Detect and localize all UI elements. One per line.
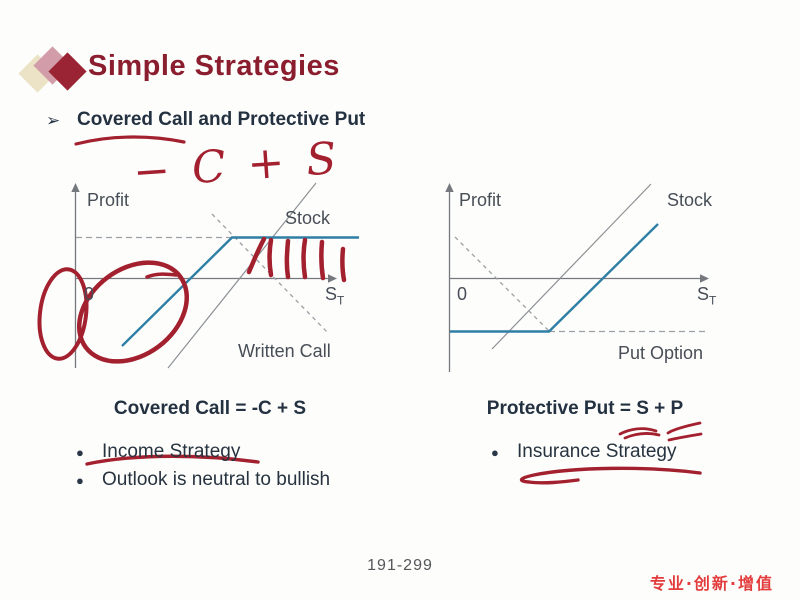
covered-call-formula: Covered Call = -C + S bbox=[113, 398, 307, 419]
put-option-label: Put Option bbox=[618, 343, 704, 363]
covered-call-payoff-line bbox=[121, 236, 359, 347]
left-x-axis-label-sub: T bbox=[337, 293, 345, 308]
written-call-label: Written Call bbox=[238, 341, 331, 361]
right-stock-line bbox=[491, 183, 652, 350]
list-item: ● Outlook is neutral to bullish bbox=[76, 469, 330, 491]
hatch-mark-ink bbox=[267, 237, 274, 278]
left-profit-label: Profit bbox=[87, 190, 130, 210]
left-x-axis-label: ST bbox=[325, 284, 344, 308]
insurance-underline-ink bbox=[519, 466, 702, 485]
protective-put-payoff-line bbox=[450, 223, 659, 333]
origin-tick-ink bbox=[145, 272, 178, 279]
left-x-axis-label-base: S bbox=[325, 284, 338, 304]
bullet-dot-icon: ● bbox=[76, 444, 84, 460]
small-circle-ink bbox=[37, 267, 89, 361]
bullet-dot-icon: ● bbox=[76, 472, 84, 488]
watermark-text: 专业·创新·增值 bbox=[649, 574, 774, 593]
list-item: ● Income Strategy bbox=[76, 441, 240, 463]
formula-scribble-ink bbox=[618, 427, 658, 436]
right-stock-label: Stock bbox=[667, 190, 713, 210]
heading-text: Covered Call and Protective Put bbox=[77, 109, 366, 130]
left-y-axis-arrow-icon bbox=[71, 183, 80, 192]
bullet-dot-icon: ● bbox=[491, 444, 499, 460]
right-x-axis-label-sub: T bbox=[709, 293, 717, 308]
page-number: 191-299 bbox=[367, 557, 433, 574]
slide-title: Simple Strategies bbox=[88, 50, 340, 82]
left-stock-label: Stock bbox=[285, 208, 331, 228]
hatch-mark-ink bbox=[284, 238, 291, 280]
right-x-axis-arrow-icon bbox=[700, 274, 709, 283]
right-x-axis-label-base: S bbox=[697, 284, 710, 304]
formula-scribble-ink bbox=[623, 432, 661, 440]
formula-scribble-ink bbox=[666, 421, 702, 435]
heading-underline-ink bbox=[74, 135, 186, 146]
protective-put-formula: Protective Put = S + P bbox=[486, 398, 684, 419]
left-x-axis-arrow-icon bbox=[328, 274, 337, 283]
formula-scribble-ink bbox=[667, 432, 703, 442]
left-origin-label: 0 bbox=[84, 284, 95, 304]
put-dashed-diagonal-line bbox=[454, 236, 550, 332]
list-item: ● Insurance Strategy bbox=[491, 441, 676, 463]
bullet-text: Insurance Strategy bbox=[517, 441, 677, 462]
right-y-axis-arrow-icon bbox=[445, 183, 454, 192]
handwritten-formula: − C + S bbox=[131, 132, 343, 199]
hatch-mark-ink bbox=[319, 239, 326, 281]
right-origin-label: 0 bbox=[457, 284, 468, 304]
bullet-text: Income Strategy bbox=[102, 441, 241, 462]
heading-arrow-icon: ➢ bbox=[46, 111, 61, 130]
hatch-mark-ink bbox=[301, 237, 308, 280]
big-circle-ink bbox=[76, 260, 190, 364]
hatch-mark-ink bbox=[340, 246, 347, 283]
written-call-dashed-line bbox=[211, 213, 330, 335]
bullet-text: Outlook is neutral to bullish bbox=[102, 469, 331, 490]
right-profit-label: Profit bbox=[459, 190, 502, 210]
right-x-axis-label: ST bbox=[697, 284, 716, 308]
hatch-mark-ink bbox=[246, 236, 267, 275]
